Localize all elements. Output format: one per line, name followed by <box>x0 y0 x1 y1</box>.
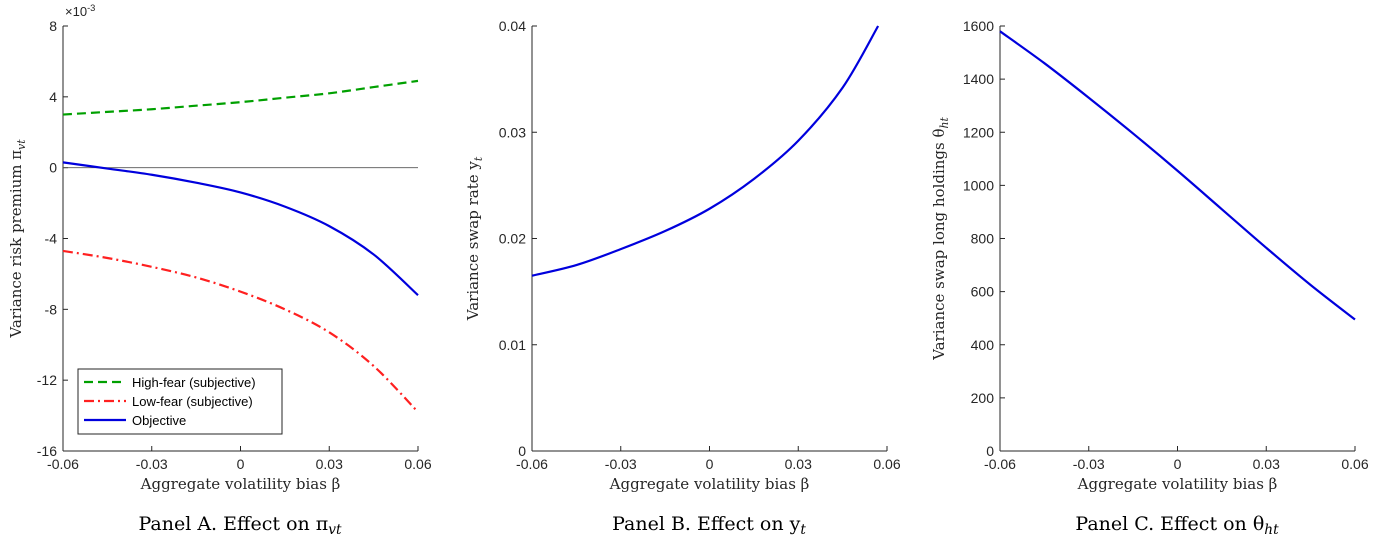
y-tick-label: 0.04 <box>499 18 526 34</box>
legend-label: Objective <box>132 413 186 428</box>
panel-a: -0.06 -0.03 0 0.03 0.06 8 4 0 -4 -8 -12 -16 ×10-3 Hig… <box>7 3 432 538</box>
x-axis-label: Aggregate volatility bias β <box>1077 475 1278 493</box>
y-tick-label: 0.02 <box>499 231 526 247</box>
legend-label: High-fear (subjective) <box>132 375 256 390</box>
x-tick-label: -0.06 <box>47 456 79 472</box>
y-tick-label: 0.03 <box>499 124 526 140</box>
y-tick-label: 1000 <box>963 177 994 193</box>
y-tick-label: 4 <box>49 89 57 105</box>
y-tick-label: -4 <box>45 231 58 247</box>
x-tick-label: 0.03 <box>1253 456 1280 472</box>
y-tick-label: 400 <box>971 337 995 353</box>
series-line-low-fear-subjective <box>62 249 419 413</box>
y-tick-label: 800 <box>971 231 995 247</box>
series-line-curve <box>531 25 880 277</box>
y-axis-label: Variance swap long holdings θht <box>930 117 951 361</box>
plot-area <box>532 26 887 451</box>
x-tick-label: -0.03 <box>605 456 637 472</box>
y-tick-label: 600 <box>971 284 995 300</box>
y-tick-label: 0 <box>518 443 526 459</box>
y-tick-label: 0 <box>49 160 57 176</box>
x-tick-label: -0.03 <box>1073 456 1105 472</box>
y-tick-label: -8 <box>45 301 58 317</box>
panel-c: -0.06 -0.03 0 0.03 0.06 1600 1400 1200 1000 800 60… <box>930 18 1369 538</box>
x-tick-label: 0 <box>706 456 714 472</box>
legend-label: Low-fear (subjective) <box>132 394 253 409</box>
x-tick-label: 0.06 <box>404 456 431 472</box>
x-axis-label: Aggregate volatility bias β <box>140 475 341 493</box>
x-tick-label: -0.06 <box>516 456 548 472</box>
y-axis-label: Variance risk premium πvt <box>7 139 28 339</box>
series-line-objective <box>62 161 419 296</box>
y-axis-label: Variance swap rate yt <box>464 156 485 321</box>
y-tick-label: -12 <box>37 372 57 388</box>
y-multiplier-label: ×10-3 <box>65 3 95 19</box>
x-tick-label: 0.03 <box>785 456 812 472</box>
x-tick-label: -0.03 <box>136 456 168 472</box>
panel-caption: Panel A. Effect on πvt <box>138 513 342 538</box>
x-tick-label: 0 <box>237 456 245 472</box>
y-tick-label: 1400 <box>963 71 994 87</box>
y-tick-label: 8 <box>49 18 57 34</box>
y-tick-label: 0.01 <box>499 337 526 353</box>
plot-area <box>1000 26 1355 451</box>
series-line-high-fear-subjective <box>62 79 419 116</box>
panel-caption: Panel B. Effect on yt <box>612 513 806 538</box>
x-tick-label: 0.03 <box>316 456 343 472</box>
y-tick-label: -16 <box>37 443 57 459</box>
panel-b: -0.06 -0.03 0 0.03 0.06 0.04 0.03 0.02 0.01 0 Aggr… <box>464 18 901 538</box>
x-tick-label: 0.06 <box>873 456 900 472</box>
y-tick-label: 0 <box>986 443 994 459</box>
x-axis-label: Aggregate volatility bias β <box>609 475 810 493</box>
x-tick-label: 0.06 <box>1341 456 1368 472</box>
legend: High-fear (subjective) Low-fear (subjecti… <box>77 368 283 435</box>
series-line-curve <box>999 30 1356 321</box>
panel-caption: Panel C. Effect on θht <box>1075 513 1279 538</box>
x-tick-label: -0.06 <box>984 456 1016 472</box>
x-tick-label: 0 <box>1174 456 1182 472</box>
y-tick-label: 1600 <box>963 18 994 34</box>
y-tick-label: 1200 <box>963 124 994 140</box>
y-tick-label: 200 <box>971 390 995 406</box>
